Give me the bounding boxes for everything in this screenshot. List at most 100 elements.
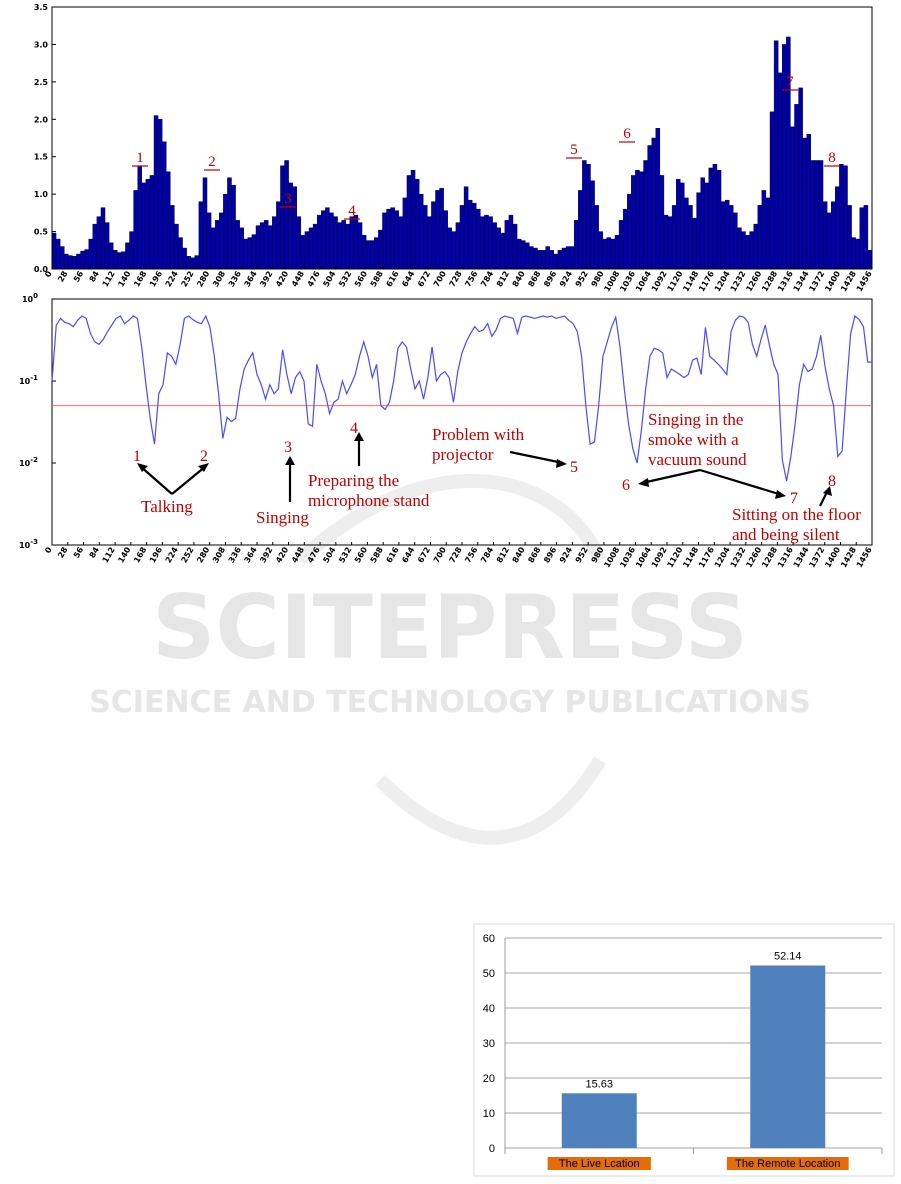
probability-y-tick-label: 10-1 — [19, 374, 38, 386]
activity-x-tick-label: 28 — [56, 269, 70, 284]
probability-x-axis: 0 28 56 84 112 140 168 196 224 252 280 308 336 364 392… — [43, 542, 874, 569]
activity-y-tick-label: 1.0 — [34, 190, 49, 199]
activity-x-tick-label: 952 — [574, 270, 590, 289]
probability-x-tick-label: 308 — [211, 545, 227, 564]
arrow-head-5 — [556, 459, 567, 468]
activity-bar — [100, 207, 106, 270]
arrow-head-2 — [198, 463, 209, 472]
activity-x-tick-label: 84 — [88, 269, 102, 284]
activity-event-marker-label: 3 — [284, 191, 292, 207]
probability-x-tick-label: 224 — [164, 545, 180, 564]
activity-event-marker-label: 4 — [348, 203, 356, 219]
activity-bar — [280, 165, 285, 270]
activity-bar — [182, 247, 187, 270]
activity-bar — [675, 178, 681, 270]
activity-bar — [117, 252, 122, 270]
activity-bar — [651, 137, 656, 270]
activity-bar — [480, 216, 485, 270]
annotation-projector-line2: projector — [432, 445, 494, 464]
activity-bar-chart: 0.00.51.01.52.02.53.03.5 0 28 56 84 112 140 16… — [34, 3, 874, 293]
activity-bar — [239, 227, 244, 270]
watermark: SCITEPRESS SCIENCE AND TECHNOLOGY PUBLIC… — [89, 473, 811, 845]
probability-y-tick-label: 100 — [22, 292, 38, 304]
arrow-head-7 — [775, 490, 786, 499]
activity-bar — [435, 190, 440, 270]
activity-bar — [337, 222, 342, 270]
probability-x-tick-label: 392 — [258, 546, 274, 565]
activity-bar — [622, 208, 628, 270]
activity-bar — [835, 186, 840, 270]
activity-bar — [68, 255, 73, 270]
probability-series-line — [51, 314, 872, 482]
activity-bar — [529, 246, 534, 270]
activity-y-tick-label: 1.5 — [34, 153, 49, 162]
arrow-head-1 — [137, 463, 148, 472]
arrow-talking-to-2 — [171, 465, 207, 495]
activity-bar — [724, 199, 730, 270]
probability-x-tick-label: 112 — [101, 546, 117, 565]
activity-bar — [59, 246, 65, 270]
activity-bar — [659, 175, 665, 270]
activity-bar — [198, 201, 204, 270]
activity-bar — [255, 225, 261, 270]
annotation-floor-line2: and being silent — [732, 525, 840, 544]
activity-y-tick-label: 3.0 — [34, 40, 49, 49]
annotation-arrows — [139, 436, 829, 507]
activity-bar — [316, 214, 322, 270]
probability-x-tick-label: 784 — [479, 545, 495, 564]
activity-bar — [76, 253, 81, 270]
activity-bar — [423, 205, 428, 270]
activity-bar — [227, 177, 232, 270]
activity-bar — [525, 242, 530, 270]
activity-bar — [553, 253, 559, 270]
activity-bar — [533, 247, 538, 270]
activity-bar — [300, 235, 306, 270]
activity-bar — [129, 231, 134, 270]
activity-bar — [427, 216, 432, 270]
activity-bar — [741, 231, 746, 270]
activity-bar — [141, 182, 147, 270]
location-y-tick-label: 20 — [483, 1073, 495, 1085]
activity-bar — [84, 249, 89, 270]
activity-bar — [737, 227, 742, 270]
activity-bar — [712, 163, 718, 270]
activity-bar — [729, 205, 734, 270]
location-data-labels: 15.63 52.14 — [585, 951, 801, 1091]
activity-bar — [488, 216, 493, 270]
activity-bar — [284, 160, 289, 270]
activity-x-tick-label: 1456 — [855, 269, 874, 293]
activity-bar — [418, 193, 424, 270]
activity-bar — [663, 214, 669, 270]
activity-x-tick-label: 420 — [274, 269, 290, 288]
annotation-mic-line1: Preparing the — [308, 471, 399, 490]
activity-bar — [247, 237, 253, 270]
activity-bar — [125, 242, 130, 270]
activity-bar — [582, 160, 587, 270]
probability-x-tick-label: 364 — [243, 545, 259, 564]
probability-x-tick-label: 0 — [43, 545, 54, 555]
location-bar — [561, 1093, 637, 1148]
activity-x-tick-label: 364 — [243, 269, 259, 288]
activity-x-tick-label: 112 — [101, 270, 117, 289]
activity-bar — [655, 128, 661, 270]
activity-bar — [602, 238, 608, 270]
activity-bar — [859, 207, 865, 270]
probability-x-tick-label: 616 — [385, 545, 401, 564]
activity-bar — [516, 238, 522, 270]
activity-bar — [345, 223, 351, 270]
probability-x-tick-label: 672 — [416, 546, 432, 565]
activity-bar — [329, 212, 334, 270]
location-category-axis: The Live Lcation The Remote Location — [504, 1148, 883, 1170]
watermark-title: SCITEPRESS — [152, 576, 748, 679]
annotation-smoke-line3: vacuum sound — [648, 450, 747, 469]
activity-bar — [431, 201, 436, 270]
location-category-label: The Remote Location — [735, 1158, 840, 1170]
activity-bar — [210, 227, 216, 270]
probability-x-tick-label: 140 — [116, 545, 132, 564]
activity-bar — [268, 225, 273, 270]
arrow-head-6 — [638, 478, 649, 487]
activity-x-tick-label: 196 — [148, 269, 164, 288]
probability-x-tick-label: 896 — [542, 545, 558, 564]
activity-x-tick-label: 336 — [227, 269, 243, 288]
